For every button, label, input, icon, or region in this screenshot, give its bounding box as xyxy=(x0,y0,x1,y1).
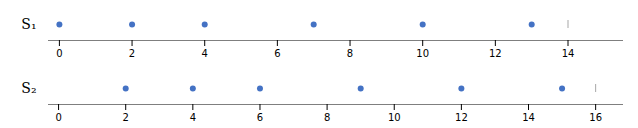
svg-text:0: 0 xyxy=(55,112,61,123)
svg-text:4: 4 xyxy=(202,48,208,59)
svg-text:2: 2 xyxy=(123,112,129,123)
svg-text:S₁: S₁ xyxy=(21,16,36,32)
svg-text:14: 14 xyxy=(562,48,575,59)
svg-text:6: 6 xyxy=(257,112,263,123)
svg-text:2: 2 xyxy=(129,48,135,59)
svg-text:S₂: S₂ xyxy=(21,80,36,96)
svg-text:6: 6 xyxy=(274,48,280,59)
svg-text:10: 10 xyxy=(416,48,429,59)
svg-text:8: 8 xyxy=(324,112,330,123)
svg-text:4: 4 xyxy=(190,112,196,123)
svg-text:14: 14 xyxy=(522,112,535,123)
svg-text:12: 12 xyxy=(455,112,468,123)
svg-text:12: 12 xyxy=(489,48,502,59)
svg-text:10: 10 xyxy=(388,112,401,123)
svg-text:8: 8 xyxy=(347,48,353,59)
svg-text:0: 0 xyxy=(56,48,62,59)
svg-text:16: 16 xyxy=(589,112,602,123)
